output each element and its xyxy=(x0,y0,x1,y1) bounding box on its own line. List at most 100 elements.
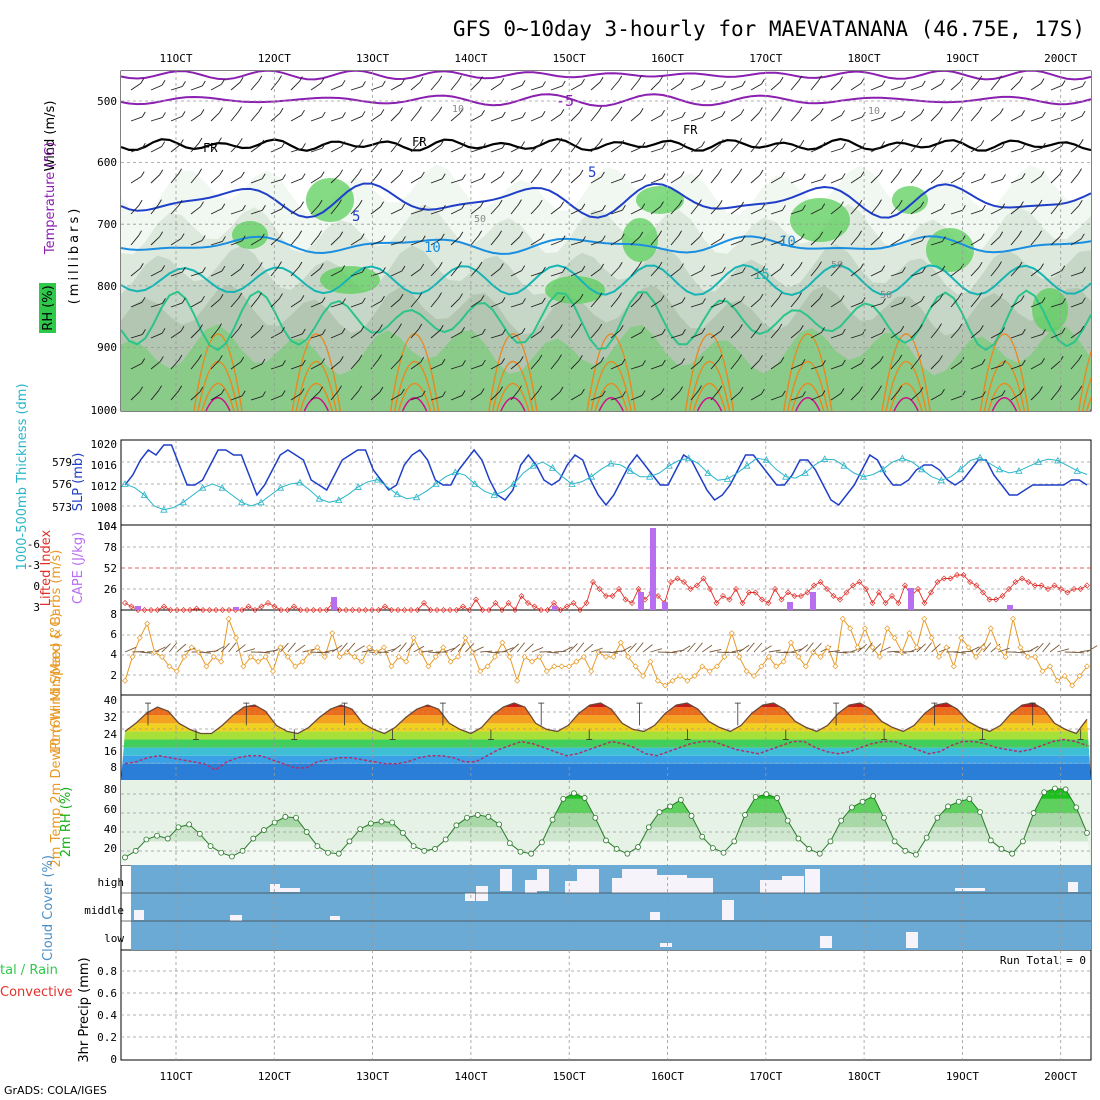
wind-speed-point xyxy=(321,653,328,660)
wind-barb xyxy=(430,80,440,91)
wind-barb xyxy=(870,360,881,370)
wind-barb xyxy=(130,147,143,153)
date-label: 17OCT xyxy=(749,1070,782,1083)
wind-barb xyxy=(230,176,242,184)
wind-barb xyxy=(890,302,903,308)
lifted-index-point xyxy=(869,600,876,606)
wind-barb-flag xyxy=(341,328,346,334)
wind-barb-flag xyxy=(521,327,526,334)
wind-barb-flag xyxy=(522,298,526,304)
wind-barb xyxy=(830,81,840,91)
wind-barb xyxy=(250,111,260,122)
wind-barb-flag xyxy=(858,230,863,236)
cape-bar xyxy=(810,592,816,610)
lifted-index-point xyxy=(746,589,752,596)
wind-barb xyxy=(870,145,882,153)
wind-barb-flag xyxy=(1040,78,1045,84)
wind-barb-flag xyxy=(582,236,586,242)
cape-bar xyxy=(1007,605,1013,610)
rh2m-point xyxy=(934,814,941,821)
thickness-point xyxy=(743,461,751,469)
wind-barb xyxy=(1050,332,1063,339)
wind-speed-point xyxy=(632,663,639,670)
lifted-index-point xyxy=(999,593,1006,599)
contour-label-5: 5 xyxy=(588,165,596,181)
wind-barb xyxy=(910,206,921,215)
wind-barb xyxy=(810,208,822,215)
wind-barb-flag xyxy=(399,107,403,113)
wind-barb-flag xyxy=(621,358,626,365)
wind-barb-flag xyxy=(518,385,522,391)
wind-barb-flag xyxy=(742,267,746,273)
rh2m-point xyxy=(881,814,887,821)
wind-barb xyxy=(490,391,500,401)
wind-barb xyxy=(750,360,760,370)
wind-barb xyxy=(630,331,642,339)
wind-barb xyxy=(550,240,563,246)
wind-barb xyxy=(583,643,594,653)
contour-label-5: 5 xyxy=(352,209,360,225)
temp-contour xyxy=(598,397,624,411)
wind-speed-point xyxy=(854,644,861,651)
wind-speed-point xyxy=(869,644,876,651)
wind-barb-flag xyxy=(601,390,606,397)
wind-barb xyxy=(670,302,683,308)
wind-barb-flag xyxy=(579,107,583,113)
wind-barb-flag xyxy=(440,233,445,240)
wind-barb xyxy=(330,302,343,308)
rh2m-point xyxy=(1084,829,1090,836)
wind-barb xyxy=(950,395,963,401)
lifted-index-point xyxy=(889,593,895,599)
rh2m-point xyxy=(314,843,321,850)
footer-credit: GrADS: COLA/IGES xyxy=(4,1084,107,1097)
wind-barb-flag xyxy=(319,263,324,269)
wind-barb xyxy=(970,297,979,308)
wind-barb xyxy=(150,204,159,215)
wind-barb xyxy=(1010,147,1023,153)
wind-speed-point xyxy=(203,663,210,670)
rh2m-point xyxy=(752,794,759,800)
wind-barb xyxy=(910,173,920,184)
wind-barb-flag xyxy=(801,204,806,211)
wind-barb xyxy=(310,147,323,153)
lifted-index-point xyxy=(375,607,382,613)
lifted-index-point xyxy=(895,600,902,606)
wind-barb-flag xyxy=(719,139,724,145)
wind-barb xyxy=(709,648,722,653)
wind-barb-flag xyxy=(1038,230,1043,236)
wind-speed-point xyxy=(1069,682,1076,689)
wind-barb xyxy=(1050,303,1063,308)
lifted-index-point xyxy=(739,600,746,606)
wind-speed-point xyxy=(884,625,891,632)
wind-barb-flag xyxy=(821,141,826,148)
wind-barb xyxy=(550,391,561,401)
wind-barb-flag xyxy=(418,138,423,144)
slp-tick: 1020 xyxy=(91,438,118,451)
thickness-point xyxy=(471,480,479,487)
wind-barb xyxy=(450,80,459,91)
wind-barb xyxy=(753,642,763,653)
wind-barb-flag xyxy=(702,298,706,304)
lifted-index-point xyxy=(811,582,817,589)
thickness-point xyxy=(995,465,1004,473)
wind-barb xyxy=(610,238,622,246)
thickness-point xyxy=(490,491,498,498)
wind-barb xyxy=(970,330,981,339)
wind-barb xyxy=(830,235,839,246)
wind-barb-flag xyxy=(941,265,946,272)
wind-barb xyxy=(750,174,761,184)
wind-barb-flag xyxy=(781,390,786,397)
wind-barb-flag xyxy=(221,203,226,209)
wind-barb xyxy=(290,114,302,122)
temperature-axis-label: Temperature (°C) xyxy=(43,142,58,255)
wind-barb xyxy=(1030,176,1042,184)
wind-barb-flag xyxy=(878,199,882,205)
wind-barb-flag xyxy=(158,385,162,391)
cloud-block xyxy=(537,869,549,891)
wind-barb-flag xyxy=(500,78,505,84)
lifted-index-point xyxy=(570,600,577,606)
wind-barb xyxy=(850,302,863,308)
wind-barb-flag xyxy=(841,359,846,366)
temp-tick: 40 xyxy=(104,694,117,707)
wind-barb-flag xyxy=(939,169,944,176)
